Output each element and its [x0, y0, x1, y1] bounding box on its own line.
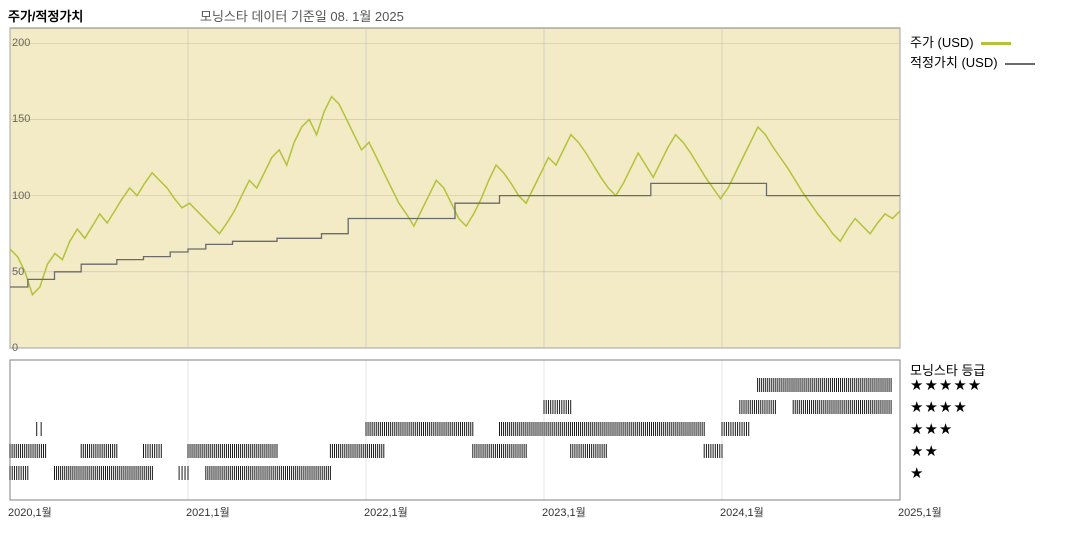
xtick-label: 2020,1월	[8, 504, 52, 520]
ytick-label: 100	[12, 190, 30, 202]
legend-fair-label: 적정가치 (USD)	[910, 55, 998, 70]
chart-container: 주가/적정가치 모닝스타 데이터 기준일 08. 1월 2025 주가 (USD…	[0, 0, 1080, 540]
ytick-label: 200	[12, 37, 30, 49]
xtick-label: 2024,1월	[720, 504, 764, 520]
xtick-label: 2023,1월	[542, 504, 586, 520]
legend-fair: 적정가치 (USD)	[910, 52, 1035, 71]
rating-stars: ★	[910, 464, 924, 482]
ytick-label: 150	[12, 113, 30, 125]
legend-fair-swatch	[1005, 63, 1035, 65]
xtick-label: 2025,1월	[898, 504, 942, 520]
legend-price-swatch	[981, 42, 1011, 45]
ytick-label: 50	[12, 266, 24, 278]
ytick-label: 0	[12, 342, 18, 354]
rating-stars: ★★★	[910, 420, 953, 438]
legend-price: 주가 (USD)	[910, 32, 1011, 51]
rating-stars: ★★★★	[910, 398, 968, 416]
xtick-label: 2021,1월	[186, 504, 230, 520]
rating-stars: ★★	[910, 442, 939, 460]
xtick-label: 2022,1월	[364, 504, 408, 520]
legend-price-label: 주가 (USD)	[910, 35, 974, 50]
rating-stars: ★★★★★	[910, 376, 982, 394]
